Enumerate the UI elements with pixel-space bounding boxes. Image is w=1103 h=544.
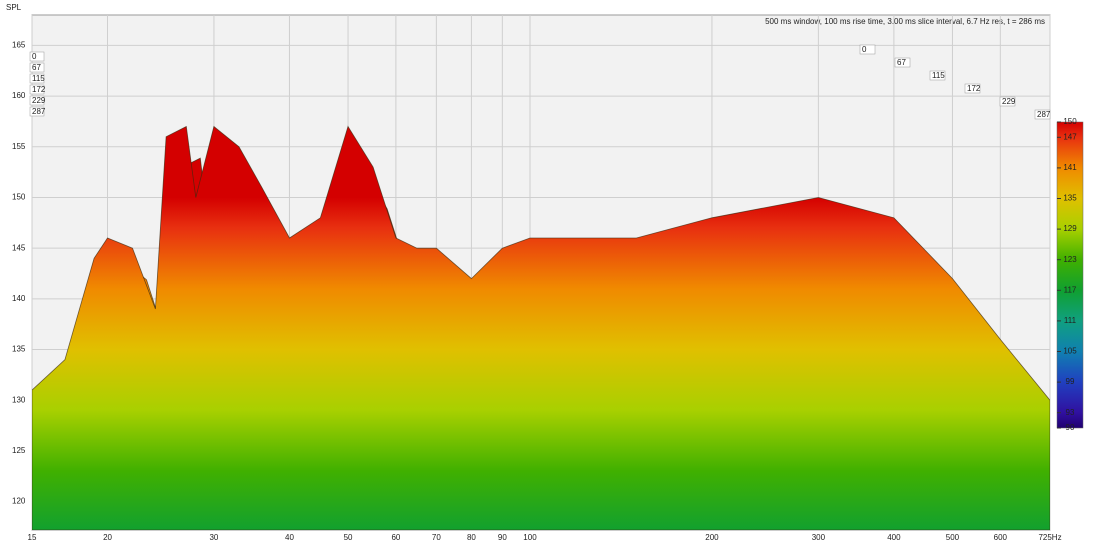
slice-label: 287 bbox=[1037, 110, 1051, 119]
y-tick-label: 165 bbox=[12, 41, 26, 50]
x-tick-label: 90 bbox=[498, 533, 507, 542]
colorbar-tick-label: 129 bbox=[1063, 224, 1077, 233]
colorbar-tick-label: 99 bbox=[1066, 377, 1075, 386]
colorbar-tick-label: 111 bbox=[1064, 316, 1077, 325]
y-tick-label: 160 bbox=[12, 91, 26, 100]
colorbar-tick-label: 141 bbox=[1063, 163, 1077, 172]
annotation: 500 ms window, 100 ms rise time, 3.00 ms… bbox=[765, 17, 1045, 26]
x-tick-label: 30 bbox=[209, 533, 218, 542]
slice-label: 229 bbox=[1002, 97, 1016, 106]
chart: SPL 500 ms window, 100 ms rise time, 3.0… bbox=[0, 0, 1103, 544]
slice-label: 67 bbox=[32, 63, 41, 72]
colorbar-tick-label: 105 bbox=[1063, 347, 1077, 356]
x-tick-label: 725Hz bbox=[1038, 533, 1061, 542]
y-tick-label: 145 bbox=[12, 243, 26, 252]
y-axis-label: SPL bbox=[6, 3, 22, 12]
slice-label: 67 bbox=[897, 58, 906, 67]
y-tick-label: 150 bbox=[12, 193, 26, 202]
slice-label: 172 bbox=[967, 84, 981, 93]
colorbar-tick-label: 117 bbox=[1064, 285, 1077, 294]
x-tick-label: 200 bbox=[705, 533, 719, 542]
colorbar-tick-label: 93 bbox=[1066, 408, 1075, 417]
slice-label: 115 bbox=[32, 74, 45, 83]
slice-label: 172 bbox=[32, 85, 46, 94]
x-tick-label: 20 bbox=[103, 533, 112, 542]
y-tick-label: 120 bbox=[12, 497, 26, 506]
x-tick-label: 300 bbox=[812, 533, 826, 542]
colorbar-tick-label: 150 bbox=[1063, 117, 1077, 126]
x-tick-label: 100 bbox=[523, 533, 537, 542]
x-tick-label: 600 bbox=[994, 533, 1008, 542]
x-tick-label: 50 bbox=[344, 533, 353, 542]
colorbar-tick-label: 135 bbox=[1063, 194, 1077, 203]
x-tick-label: 15 bbox=[28, 533, 37, 542]
x-tick-label: 70 bbox=[432, 533, 441, 542]
y-tick-label: 140 bbox=[12, 294, 26, 303]
x-tick-label: 40 bbox=[285, 533, 294, 542]
slice-label: 0 bbox=[862, 45, 867, 54]
y-tick-label: 125 bbox=[12, 446, 26, 455]
x-tick-label: 60 bbox=[391, 533, 400, 542]
y-tick-label: 130 bbox=[12, 395, 26, 404]
slice-label: 115 bbox=[932, 71, 945, 80]
x-tick-label: 500 bbox=[946, 533, 960, 542]
colorbar-tick-label: 123 bbox=[1063, 255, 1077, 264]
colorbar-tick-label: 147 bbox=[1063, 132, 1077, 141]
slice-label: 229 bbox=[32, 96, 46, 105]
y-tick-label: 155 bbox=[12, 142, 26, 151]
slice-label: 287 bbox=[32, 107, 46, 116]
x-tick-label: 400 bbox=[887, 533, 901, 542]
y-tick-label: 135 bbox=[12, 345, 26, 354]
slice-label: 0 bbox=[32, 52, 37, 61]
colorbar-tick-label: 90 bbox=[1066, 423, 1075, 432]
x-tick-label: 80 bbox=[467, 533, 476, 542]
